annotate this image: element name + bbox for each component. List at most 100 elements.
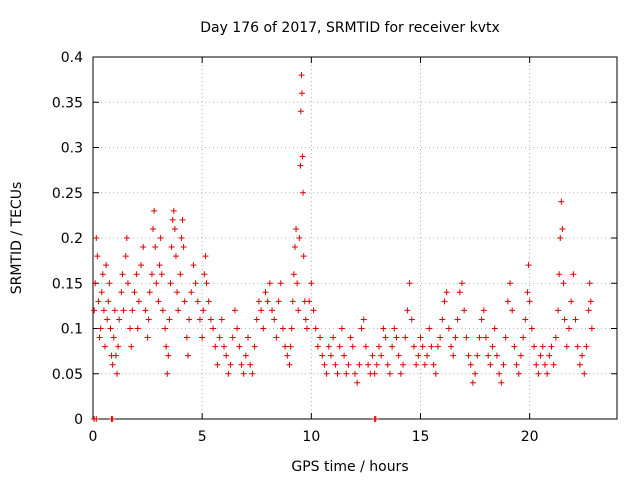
- data-point: [242, 352, 249, 359]
- data-point: [293, 225, 300, 232]
- data-point: [555, 307, 562, 314]
- data-point: [138, 262, 145, 269]
- baseline-point: [93, 416, 100, 422]
- data-point: [251, 343, 258, 350]
- data-point: [260, 325, 267, 332]
- data-point: [323, 370, 330, 377]
- y-tick-label: 0: [74, 412, 83, 428]
- data-point: [526, 298, 533, 305]
- data-point: [170, 207, 177, 214]
- x-tick-label: 15: [412, 429, 430, 445]
- data-point: [296, 235, 303, 241]
- data-point: [277, 280, 284, 287]
- data-point: [157, 235, 164, 241]
- data-point: [504, 298, 511, 305]
- data-point: [458, 280, 465, 287]
- data-point: [184, 352, 191, 359]
- data-point: [288, 325, 295, 332]
- data-point: [406, 280, 413, 287]
- data-point: [513, 361, 520, 368]
- data-point: [171, 225, 178, 232]
- data-point: [97, 325, 104, 332]
- data-point: [96, 334, 103, 341]
- data-point: [517, 352, 524, 359]
- data-point: [128, 343, 135, 350]
- data-point: [212, 343, 219, 350]
- data-point: [93, 235, 100, 241]
- data-point: [266, 280, 273, 287]
- data-point: [585, 307, 592, 314]
- data-point: [158, 271, 165, 278]
- data-point: [474, 352, 481, 359]
- data-point: [194, 298, 201, 305]
- data-point: [227, 361, 234, 368]
- data-point: [469, 379, 476, 386]
- data-point: [300, 189, 307, 196]
- data-point: [373, 361, 380, 368]
- data-point: [144, 334, 151, 341]
- data-point: [586, 280, 593, 287]
- data-point: [310, 307, 317, 314]
- data-point: [271, 316, 278, 323]
- data-point: [153, 280, 160, 287]
- data-point: [163, 343, 170, 350]
- data-point: [563, 343, 570, 350]
- data-point: [500, 361, 507, 368]
- data-point: [162, 325, 169, 332]
- data-point: [572, 316, 579, 323]
- data-point: [110, 334, 117, 341]
- data-point: [111, 307, 118, 314]
- data-point: [426, 325, 433, 332]
- data-point: [358, 325, 365, 332]
- data-point: [437, 334, 444, 341]
- data-point: [574, 343, 581, 350]
- data-point: [404, 307, 411, 314]
- data-point: [287, 343, 294, 350]
- data-point: [118, 289, 125, 296]
- baseline-point: [109, 416, 116, 422]
- data-point: [454, 316, 461, 323]
- data-point: [338, 325, 345, 332]
- data-point: [560, 280, 567, 287]
- data-point: [104, 316, 111, 323]
- data-point: [238, 361, 245, 368]
- data-point: [152, 244, 159, 251]
- data-point: [105, 298, 112, 305]
- data-point: [159, 307, 166, 314]
- data-point: [168, 244, 175, 251]
- axis-ticks: 0 0.05 0.1 0.15 0.2 0.25 0.3 0.35 0.4 0 5 10 15 20: [52, 50, 617, 445]
- data-point: [297, 162, 304, 169]
- data-point: [205, 298, 212, 305]
- data-point: [94, 253, 101, 260]
- data-point: [487, 361, 494, 368]
- data-point: [556, 271, 563, 278]
- data-point: [456, 289, 463, 296]
- data-point: [289, 298, 296, 305]
- data-point: [122, 253, 129, 260]
- baseline-point: [372, 416, 379, 422]
- data-point: [371, 370, 378, 377]
- data-point: [515, 370, 522, 377]
- data-point: [249, 370, 256, 377]
- y-tick-label: 0.1: [61, 322, 83, 338]
- data-point: [356, 361, 363, 368]
- data-point: [496, 370, 503, 377]
- data-point: [102, 343, 109, 350]
- data-point: [352, 370, 358, 377]
- data-point: [253, 316, 260, 323]
- data-point: [334, 370, 341, 377]
- data-point: [298, 72, 305, 79]
- data-point: [478, 316, 485, 323]
- data-point: [135, 298, 142, 305]
- data-point: [559, 225, 566, 232]
- data-point: [109, 361, 116, 368]
- data-point: [297, 108, 304, 115]
- data-point: [528, 325, 535, 332]
- data-point: [472, 370, 479, 377]
- data-point: [300, 253, 307, 260]
- data-point: [207, 316, 214, 323]
- data-point: [284, 352, 291, 359]
- data-point: [174, 289, 181, 296]
- data-point: [275, 298, 282, 305]
- data-point: [298, 90, 305, 97]
